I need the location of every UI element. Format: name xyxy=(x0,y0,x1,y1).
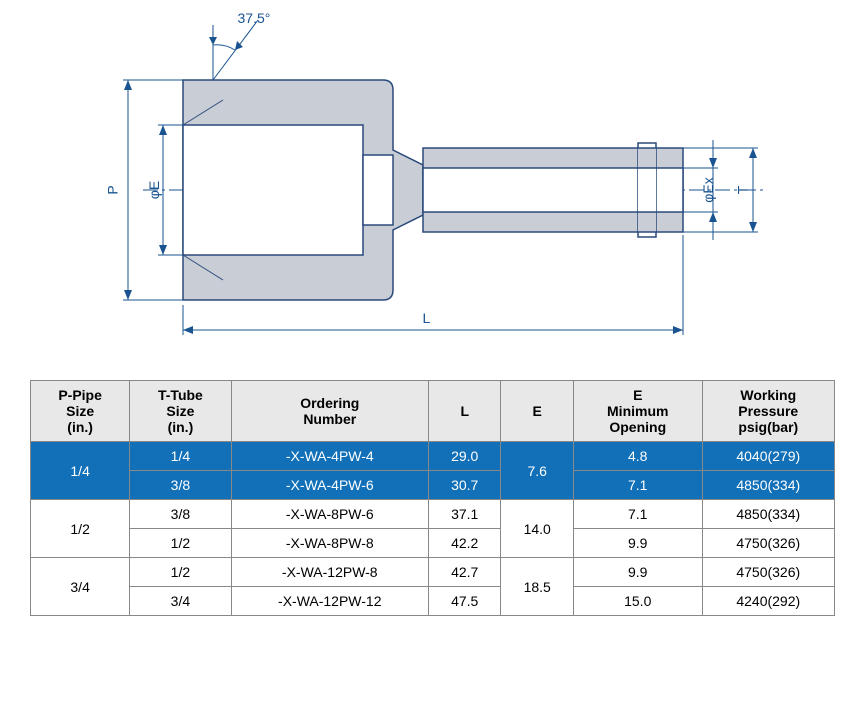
table-body: 1/41/4-X-WA-4PW-429.07.64.84040(279)3/8-… xyxy=(31,442,835,616)
cell-Emin: 7.1 xyxy=(573,471,702,500)
cell-tube: 1/2 xyxy=(130,529,231,558)
table-row: 1/41/4-X-WA-4PW-429.07.64.84040(279) xyxy=(31,442,835,471)
col-L: L xyxy=(428,381,501,442)
table-row: 3/4-X-WA-12PW-1247.5 15.04240(292) xyxy=(31,587,835,616)
cell-order: -X-WA-8PW-8 xyxy=(231,529,428,558)
cell-wp: 4240(292) xyxy=(702,587,834,616)
cell-pipe: 1/2 xyxy=(31,500,130,558)
table-row: 3/8-X-WA-4PW-630.7 7.14850(334) xyxy=(31,471,835,500)
table-row: 1/23/8-X-WA-8PW-637.114.07.14850(334) xyxy=(31,500,835,529)
cell-L: 42.2 xyxy=(428,529,501,558)
col-pipe: P-Pipe Size (in.) xyxy=(31,381,130,442)
cell-order: -X-WA-4PW-6 xyxy=(231,471,428,500)
cell-L: 29.0 xyxy=(428,442,501,471)
cell-L: 47.5 xyxy=(428,587,501,616)
cell-order: -X-WA-4PW-4 xyxy=(231,442,428,471)
cell-order: -X-WA-8PW-6 xyxy=(231,500,428,529)
cell-tube: 3/8 xyxy=(130,471,231,500)
dim-L: L xyxy=(423,310,431,326)
angle-label: 37.5° xyxy=(238,10,271,26)
cell-pipe: 1/4 xyxy=(31,442,130,500)
cell-tube: 3/4 xyxy=(130,587,231,616)
dim-T: T xyxy=(734,186,750,195)
cell-wp: 4040(279) xyxy=(702,442,834,471)
table-header-row: P-Pipe Size (in.) T-Tube Size (in.) Orde… xyxy=(31,381,835,442)
cell-tube: 3/8 xyxy=(130,500,231,529)
cell-Emin: 7.1 xyxy=(573,500,702,529)
cell-Emin: 9.9 xyxy=(573,558,702,587)
cell-wp: 4850(334) xyxy=(702,471,834,500)
cell-L: 42.7 xyxy=(428,558,501,587)
cell-wp: 4850(334) xyxy=(702,500,834,529)
spec-table: P-Pipe Size (in.) T-Tube Size (in.) Orde… xyxy=(30,380,835,616)
col-order: Ordering Number xyxy=(231,381,428,442)
cell-order: -X-WA-12PW-8 xyxy=(231,558,428,587)
cell-L: 37.1 xyxy=(428,500,501,529)
cell-Emin: 9.9 xyxy=(573,529,702,558)
table-row: 3/41/2-X-WA-12PW-842.718.59.94750(326) xyxy=(31,558,835,587)
fitting-svg xyxy=(83,10,783,350)
dim-phiEx: φEx xyxy=(700,170,716,210)
cell-E: 18.5 xyxy=(501,558,574,616)
cell-pipe: 3/4 xyxy=(31,558,130,616)
col-Emin: E Minimum Opening xyxy=(573,381,702,442)
table-row: 1/2-X-WA-8PW-842.2 9.94750(326) xyxy=(31,529,835,558)
cell-wp: 4750(326) xyxy=(702,558,834,587)
cell-tube: 1/2 xyxy=(130,558,231,587)
cell-E: 14.0 xyxy=(501,500,574,558)
cell-Emin: 15.0 xyxy=(573,587,702,616)
col-wp: Working Pressure psig(bar) xyxy=(702,381,834,442)
cell-E: 7.6 xyxy=(501,442,574,500)
cell-L: 30.7 xyxy=(428,471,501,500)
dim-P: P xyxy=(104,185,120,194)
technical-drawing: 37.5° P φE L φEx T xyxy=(83,10,783,350)
cell-order: -X-WA-12PW-12 xyxy=(231,587,428,616)
cell-wp: 4750(326) xyxy=(702,529,834,558)
col-tube: T-Tube Size (in.) xyxy=(130,381,231,442)
col-E: E xyxy=(501,381,574,442)
cell-Emin: 4.8 xyxy=(573,442,702,471)
dim-phiE: φE xyxy=(146,181,162,199)
cell-tube: 1/4 xyxy=(130,442,231,471)
